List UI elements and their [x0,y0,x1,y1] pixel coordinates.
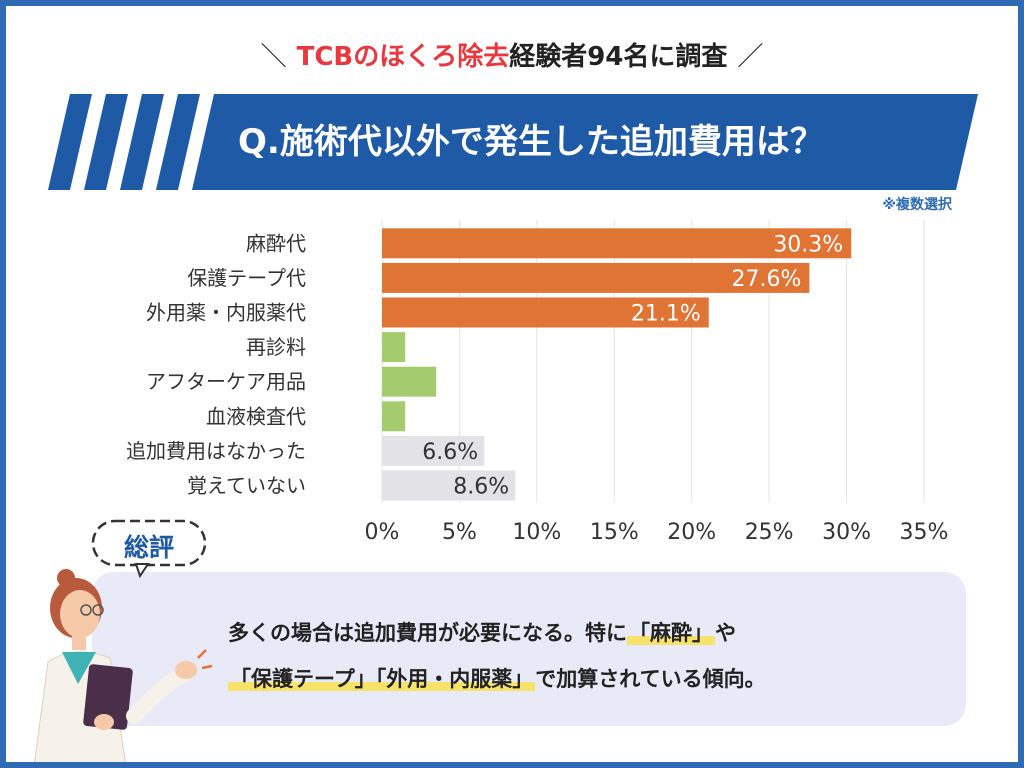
data-label: 6.6% [422,440,478,465]
x-tick-label: 0% [365,520,400,545]
category-label: 保護テープ代 [187,266,306,290]
summary-card [92,572,966,726]
slash-left: ＼ [260,42,287,72]
data-label: 21.1% [631,302,701,327]
summary-text: 多くの場合は追加費用が必要になる。特に「麻酔」や 「保護テープ」「外用・内服薬」… [228,610,948,702]
x-tick-label: 25% [745,520,794,545]
category-label: 外用薬・内服薬代 [146,301,306,325]
category-label: アフターケア用品 [146,370,306,394]
summary-speech-bubble [91,519,207,578]
x-tick-label: 10% [512,520,561,545]
infographic-page: ＼ TCBのほくろ除去経験者94名に調査／ Q.施術代以外で発生した追加費用は？ … [6,6,1018,762]
survey-subject: TCBのほくろ除去 [296,42,510,72]
x-tick-label: 15% [590,520,639,545]
x-tick-label: 20% [667,520,716,545]
category-label: 再診料 [246,335,306,359]
x-tick-label: 5% [442,520,477,545]
banner-background [48,94,978,190]
x-tick-label: 35% [900,520,949,545]
summary-highlight-anesthesia: 「麻酔」 [627,621,715,645]
doctor-illustration [34,569,213,762]
question-banner: Q.施術代以外で発生した追加費用は？ [48,94,978,190]
data-label: 30.3% [773,232,843,257]
survey-heading: ＼ TCBのほくろ除去経験者94名に調査 ／ [6,36,1018,73]
bar [382,297,709,328]
category-label: 覚えていない [187,474,306,498]
bar [382,262,810,293]
multiple-choice-note: ※複数選択 [882,197,952,213]
banner-stripe [48,94,92,190]
bar [382,470,516,501]
summary-line2-text: で加算されている傾向。 [535,667,766,691]
banner-body [192,94,978,190]
banner-stripe [156,94,200,190]
question-title: Q.施術代以外で発生した追加費用は？ [238,122,824,162]
data-label: 27.6% [732,267,802,292]
x-tick-label: 30% [822,520,871,545]
summary-line1-end: や [715,621,736,645]
summary-highlight-tape-medicine: 「保護テープ」「外用・内服薬」 [228,667,536,691]
bar [382,435,485,466]
bar [382,228,852,259]
summary-title: 総評 [123,533,174,562]
category-label: 追加費用はなかった [126,439,306,463]
x-axis-ticks: 0% 5% 10% 15% 20% 25% 30% 35% [365,520,949,545]
survey-scope: 経験者94名に調査 [509,42,728,72]
bar [382,332,406,363]
banner-stripe [120,94,164,190]
bar-chart: 30.3% 27.6% 21.1% 6.6% 8.6% 麻酔代保護テープ代外用薬・内服薬… [126,220,949,545]
category-label: 麻酔代 [246,231,306,255]
bar [382,366,437,397]
category-labels: 麻酔代保護テープ代外用薬・内服薬代再診料アフターケア用品血液検査代追加費用はなか… [126,231,306,497]
slash-right: ／ [737,42,764,72]
category-label: 血液検査代 [206,404,306,428]
chart-bars: 30.3% 27.6% 21.1% 6.6% 8.6% [382,228,852,501]
data-label: 8.6% [453,475,509,500]
bar [382,401,406,432]
banner-stripe [84,94,128,190]
summary-line1-text: 多くの場合は追加費用が必要になる。特に [228,621,627,645]
